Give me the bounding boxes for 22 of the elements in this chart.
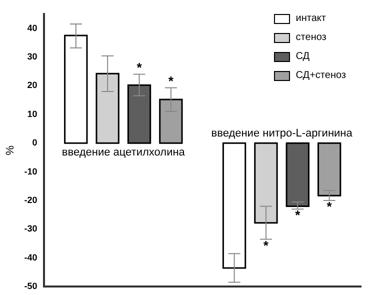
annotation: * bbox=[168, 73, 174, 88]
annotation: * bbox=[263, 238, 270, 253]
annotation: * bbox=[136, 60, 143, 75]
x-tick-label: введение ацетилхолина bbox=[62, 146, 186, 159]
y-tick-label: 0 bbox=[32, 138, 38, 148]
y-axis-title: % bbox=[4, 145, 17, 156]
legend-label: стеноз bbox=[296, 31, 326, 45]
y-tick-label: -10 bbox=[24, 166, 38, 176]
y-tick-label: 10 bbox=[27, 108, 38, 119]
x-tick-label: введение нитро-L-аргинина bbox=[211, 128, 354, 140]
y-tick-label: -40 bbox=[24, 252, 38, 262]
annotation: * bbox=[326, 199, 333, 214]
legend-label: интакт bbox=[296, 12, 326, 26]
legend-label: СД+стеноз bbox=[296, 69, 346, 83]
y-tick-label: 40 bbox=[27, 22, 38, 33]
y-tick-label: -30 bbox=[24, 224, 38, 234]
annotation: * bbox=[295, 208, 302, 223]
y-tick-label: -20 bbox=[24, 195, 38, 205]
y-tick-label: -50 bbox=[24, 281, 38, 292]
y-tick-label: 30 bbox=[27, 52, 38, 62]
y-tick-label: 20 bbox=[27, 80, 38, 90]
legend-label: СД bbox=[296, 50, 310, 64]
